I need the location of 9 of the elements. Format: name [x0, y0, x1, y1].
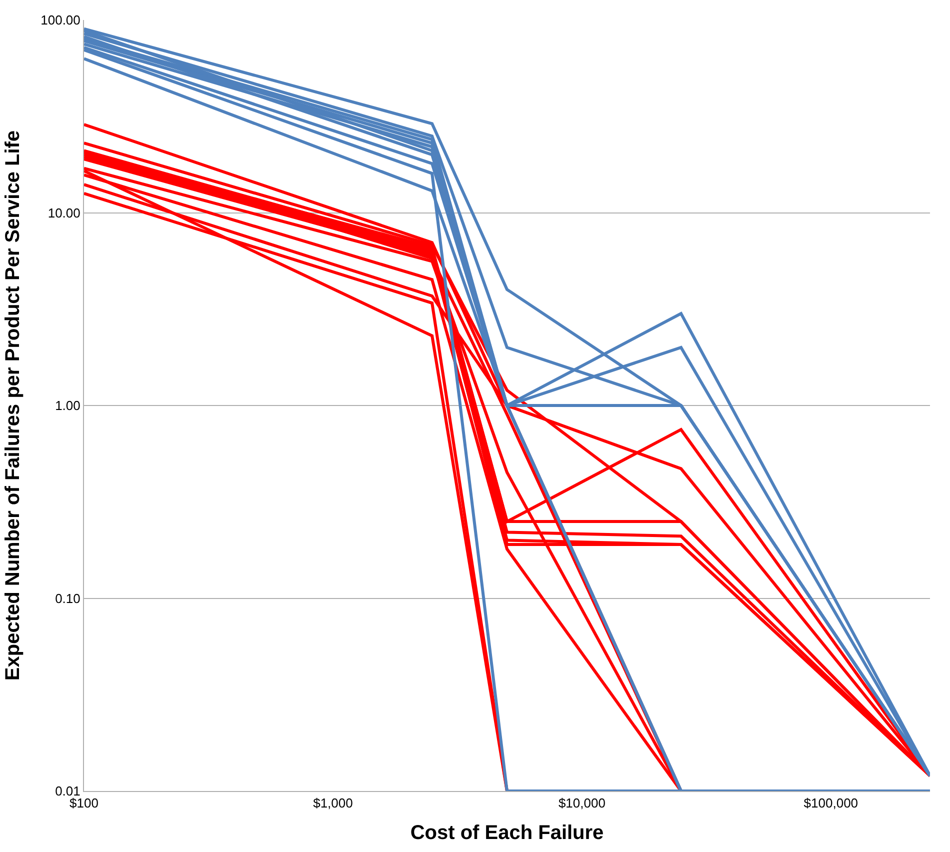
y-axis-title: Expected Number of Failures per Product Per Service Life	[2, 130, 24, 681]
x-axis-title: Cost of Each Failure	[410, 822, 604, 844]
x-tick-label: $10,000	[558, 796, 606, 811]
y-tick-label: 100.00	[40, 12, 80, 28]
x-tick-label: $100,000	[804, 796, 858, 811]
x-tick-label: $1,000	[313, 796, 353, 811]
y-tick-label: 1.00	[55, 398, 80, 414]
y-tick-label: 10.00	[48, 205, 80, 220]
y-tick-label: 0.10	[55, 590, 80, 606]
